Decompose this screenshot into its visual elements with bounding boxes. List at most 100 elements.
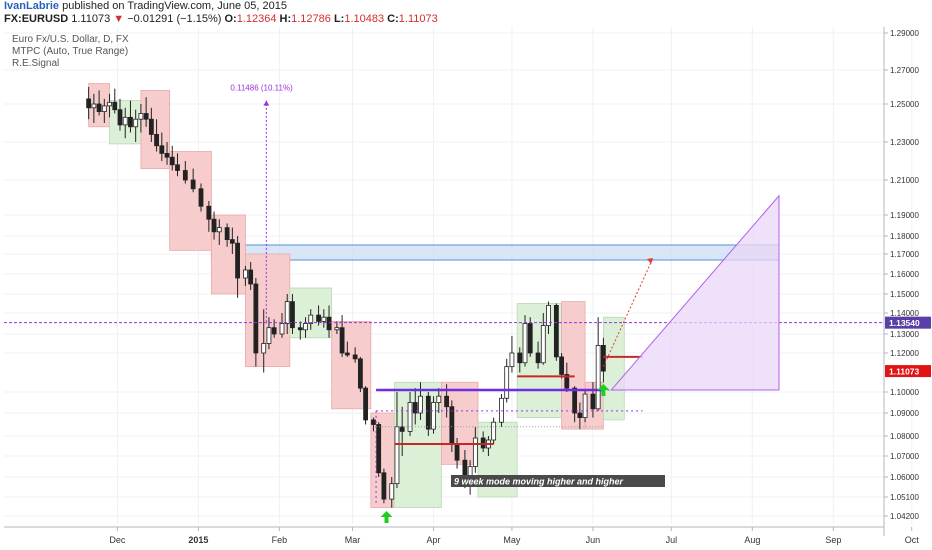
candle-body: [572, 387, 578, 414]
author-name[interactable]: IvanLabrie: [4, 0, 60, 12]
projection-arrowhead-icon: [263, 100, 270, 106]
price-tick-label: 1.09000: [890, 409, 919, 418]
time-tick-label: Oct: [905, 535, 920, 545]
high-value: 1.12786: [291, 13, 331, 25]
candle-body: [164, 152, 170, 158]
candle-body: [334, 327, 340, 331]
price-tick-label: 1.08000: [890, 432, 919, 441]
candle-body: [107, 101, 112, 107]
candle-body: [509, 352, 515, 368]
price-tick-label: 1.06000: [890, 473, 919, 482]
close-value: 1.11073: [398, 13, 438, 25]
time-tick-label: Feb: [272, 535, 288, 545]
study-mtpc-label: MTPC (Auto, True Range): [12, 46, 129, 57]
time-tick-label: 2015: [188, 535, 208, 545]
candle-body: [112, 101, 118, 111]
candle-body: [381, 472, 387, 500]
time-tick-label: Mar: [345, 535, 361, 545]
candle-body: [128, 116, 133, 128]
caption-background: [451, 475, 665, 487]
low-value: 1.10483: [344, 13, 385, 25]
price-tick-label: 1.04200: [890, 512, 919, 521]
candle-body: [96, 103, 102, 112]
price-tick-label: 1.12000: [890, 349, 919, 358]
candle-body: [472, 437, 478, 467]
price-badge-label: 1.13540: [889, 318, 920, 328]
last-price: 1.11073: [71, 13, 111, 25]
candle-body: [284, 301, 290, 324]
price-tick-label: 1.29000: [890, 29, 919, 38]
candle-body: [394, 426, 400, 485]
candle-body: [279, 323, 285, 335]
candle-body: [357, 358, 363, 389]
candle-body: [101, 105, 107, 113]
price-tick-label: 1.23000: [890, 138, 919, 147]
time-tick-label: Dec: [109, 535, 126, 545]
price-tick-label: 1.17000: [890, 250, 919, 259]
candle-body: [182, 170, 188, 181]
candle-body: [190, 179, 196, 190]
candle-body: [352, 354, 358, 360]
range-box: [602, 316, 625, 421]
candle-body: [412, 402, 418, 414]
projection-triangle[interactable]: [610, 194, 780, 391]
candle-body: [271, 327, 277, 335]
candle-body: [590, 393, 596, 410]
price-badge-label: 1.11073: [889, 367, 920, 377]
candle-body: [444, 395, 450, 408]
time-tick-label: Jun: [586, 535, 601, 545]
high-label: H:: [279, 13, 292, 25]
candle-body: [198, 188, 204, 207]
candle-body: [371, 419, 376, 425]
candle-body: [253, 283, 259, 354]
candle-body: [138, 113, 144, 120]
caption-text: 9 week mode moving higher and higher: [454, 477, 624, 487]
candle-body: [303, 323, 308, 331]
candle-body: [154, 133, 159, 147]
time-tick-label: May: [503, 535, 521, 545]
price-tick-label: 1.21000: [890, 176, 919, 185]
down-triangle-icon: ▼: [113, 13, 125, 25]
candle-body: [376, 424, 382, 474]
candle-body: [290, 301, 295, 329]
candle-body: [211, 218, 217, 233]
candle-body: [321, 316, 327, 322]
publish-line: IvanLabrie published on TradingView.com,…: [4, 0, 287, 12]
supply-zone-rect[interactable]: [210, 244, 780, 261]
open-value: 1.12364: [236, 13, 277, 25]
candle-body: [169, 156, 175, 166]
target-arrowhead-icon: [647, 258, 654, 264]
candle-body: [595, 344, 601, 410]
candle-body: [133, 118, 139, 128]
candle-body: [522, 323, 528, 364]
candle-body: [261, 343, 267, 354]
low-label: L:: [333, 13, 345, 25]
candle-body: [546, 304, 551, 326]
candle-body: [159, 145, 165, 154]
candle-body: [86, 98, 92, 109]
candle-body: [491, 421, 497, 441]
candle-body: [436, 395, 442, 403]
buy-arrow-up-icon: [380, 511, 393, 523]
candle-body: [499, 397, 504, 423]
time-tick-label: Aug: [744, 535, 760, 545]
price-tick-label: 1.05100: [890, 493, 919, 502]
candle-body: [117, 109, 123, 126]
published-text: published on TradingView.com, June 05, 2…: [62, 0, 287, 12]
candle-body: [229, 239, 235, 244]
price-tick-label: 1.13000: [890, 330, 919, 339]
candle-body: [559, 356, 564, 375]
buy-arrow-up-icon: [597, 384, 610, 397]
candle-body: [363, 387, 369, 421]
open-label: O:: [224, 13, 237, 25]
candle-body: [266, 327, 272, 344]
candle-body: [454, 443, 460, 461]
time-tick-label: Jul: [666, 535, 678, 545]
candle-body: [553, 304, 559, 358]
price-tick-label: 1.07000: [890, 452, 919, 461]
candle-body: [91, 103, 97, 109]
candle-body: [425, 395, 431, 430]
candle-body: [243, 269, 248, 279]
symbol-label: FX:EURUSD: [4, 13, 69, 25]
